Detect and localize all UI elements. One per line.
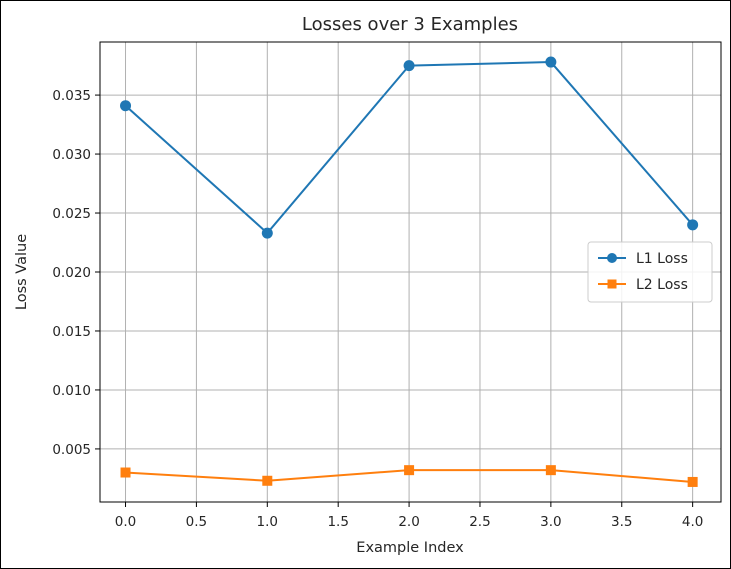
- x-tick-label: 3.5: [611, 514, 632, 530]
- y-tick-label: 0.025: [52, 206, 91, 222]
- x-tick-label: 2.5: [469, 514, 490, 530]
- x-tick-label: 1.5: [327, 514, 348, 530]
- legend-marker: [607, 279, 617, 289]
- y-tick-label: 0.030: [52, 147, 91, 163]
- legend-label: L2 Loss: [636, 277, 688, 293]
- x-tick-label: 2.0: [398, 514, 419, 530]
- x-tick-label: 4.0: [682, 514, 703, 530]
- data-point: [687, 476, 698, 487]
- data-point: [120, 100, 132, 112]
- x-tick-label: 1.0: [257, 514, 278, 530]
- x-tick-label: 0.0: [115, 514, 136, 530]
- data-point: [262, 475, 273, 486]
- y-axis-label: Loss Value: [14, 234, 30, 310]
- y-tick-label: 0.020: [52, 265, 91, 281]
- data-point: [120, 467, 131, 478]
- x-tick-label: 3.0: [540, 514, 561, 530]
- series-layer: [120, 56, 699, 487]
- y-tick-label: 0.010: [52, 383, 91, 399]
- data-point: [404, 465, 415, 476]
- data-point: [403, 60, 415, 72]
- legend-label: L1 Loss: [636, 251, 688, 267]
- y-tick-label: 0.015: [52, 324, 91, 340]
- y-axis-ticks: 0.005 0.010 0.015 0.020 0.025 0.030 0.035: [52, 88, 100, 458]
- legend: L1 Loss L2 Loss: [587, 241, 713, 303]
- legend-marker: [607, 253, 617, 263]
- chart-title: Losses over 3 Examples: [302, 14, 518, 35]
- data-point: [545, 465, 556, 476]
- legend-item: L2 Loss: [598, 277, 688, 293]
- data-point: [687, 219, 699, 231]
- data-point: [545, 56, 557, 68]
- x-axis-label: Example Index: [356, 540, 464, 556]
- data-point: [261, 227, 273, 239]
- y-tick-label: 0.005: [52, 442, 91, 458]
- legend-item: L1 Loss: [598, 251, 688, 267]
- series-2: [120, 465, 698, 487]
- x-axis-ticks: 0.0 0.5 1.0 1.5 2.0 2.5 3.0 3.5 4.0: [115, 502, 703, 530]
- y-tick-label: 0.035: [52, 88, 91, 104]
- x-tick-label: 0.5: [186, 514, 207, 530]
- series-1: [120, 56, 699, 239]
